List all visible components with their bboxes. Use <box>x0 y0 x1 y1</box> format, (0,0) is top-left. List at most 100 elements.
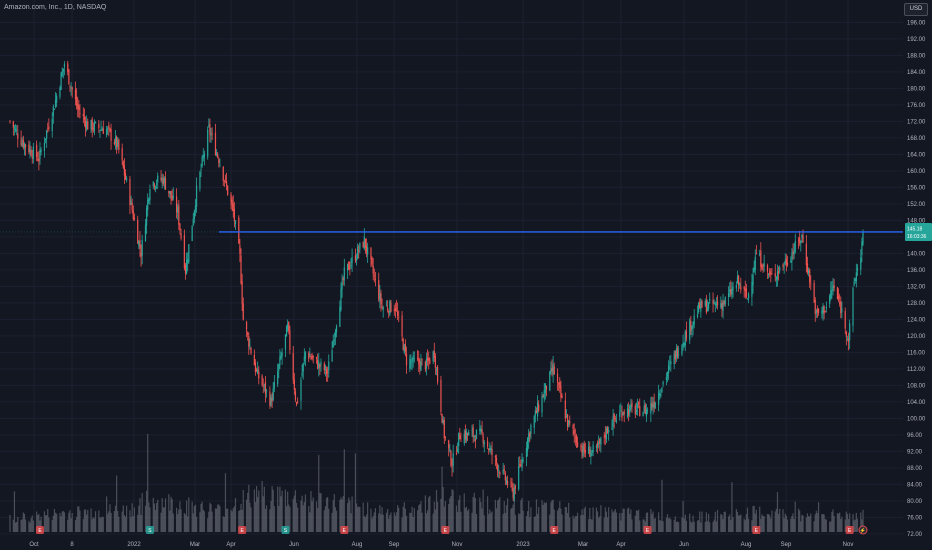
volume-bar <box>692 515 694 532</box>
volume-bar <box>701 511 703 532</box>
volume-bar <box>349 500 351 532</box>
candle <box>584 442 586 458</box>
candle <box>152 180 154 190</box>
candle-body <box>495 457 498 464</box>
candle <box>38 150 40 171</box>
y-tick-label: 128.00 <box>907 301 926 307</box>
volume-bar <box>240 503 242 532</box>
volume-bar <box>777 514 780 532</box>
candle-body <box>138 240 140 247</box>
candle-body <box>46 130 48 139</box>
candle-body <box>690 320 692 331</box>
candle <box>403 343 405 355</box>
volume-bar <box>284 489 287 532</box>
candle-body <box>233 208 235 221</box>
candle-body <box>295 402 298 405</box>
y-tick-label: 72.00 <box>907 532 923 538</box>
candle <box>574 428 576 446</box>
volume-bar <box>394 515 397 532</box>
volume-bar <box>233 506 235 532</box>
volume-bar <box>417 510 419 532</box>
candle <box>452 444 454 473</box>
y-tick-label: 180.00 <box>907 86 926 92</box>
currency-button[interactable]: USD <box>904 3 928 16</box>
candle-body <box>178 205 180 225</box>
candle <box>860 249 862 275</box>
price-axis[interactable]: 196.00192.00188.00184.00180.00176.00172.… <box>905 0 932 550</box>
volume-bar <box>471 512 473 532</box>
volume-bar <box>348 497 350 532</box>
volume-bar <box>185 500 188 532</box>
volume-bars <box>9 433 864 532</box>
candle-body <box>428 358 430 361</box>
volume-bar <box>78 506 80 532</box>
candle-body <box>249 345 251 347</box>
candle <box>278 363 280 379</box>
volume-bar <box>109 504 111 532</box>
event-marker-earnings[interactable]: E <box>35 526 44 534</box>
volume-bar <box>745 513 747 532</box>
candle <box>830 281 832 301</box>
candle-body <box>635 410 638 412</box>
candle-body <box>47 128 49 129</box>
volume-bar <box>324 506 327 532</box>
candle <box>714 301 716 313</box>
candle <box>810 275 812 291</box>
candle <box>590 446 592 465</box>
candle-body <box>21 143 23 145</box>
candle-body <box>106 129 108 136</box>
volume-bar <box>200 503 202 532</box>
candle <box>498 464 500 479</box>
volume-bar <box>535 499 538 532</box>
symbol-title[interactable]: Amazon.com, Inc., 1D, NASDAQ <box>4 4 107 11</box>
volume-bar <box>495 508 498 532</box>
candle-body <box>91 119 93 131</box>
candle-body <box>747 293 750 299</box>
event-marker-earnings[interactable]: E <box>340 526 349 534</box>
event-marker-earnings[interactable]: E <box>752 526 761 534</box>
volume-bar <box>533 516 535 532</box>
candle-body <box>628 409 630 416</box>
event-marker-earnings[interactable]: E <box>441 526 450 534</box>
candle <box>701 299 703 309</box>
volume-bar <box>596 511 599 532</box>
time-axis[interactable]: Oct 8 2022 Mar Apr Jun Aug Sep Nov 2023 Mar Apr Jun A… <box>29 542 853 548</box>
event-marker-marker[interactable]: ⚡ <box>858 525 868 535</box>
volume-bar <box>615 512 618 532</box>
volume-bar <box>700 522 702 532</box>
event-marker-split[interactable]: S <box>281 526 290 534</box>
volume-bar <box>825 519 827 532</box>
candle-body <box>258 371 260 379</box>
candle <box>708 301 710 312</box>
event-marker-earnings[interactable]: E <box>238 526 247 534</box>
candle <box>200 163 202 178</box>
candle <box>650 397 652 423</box>
candle <box>310 353 312 360</box>
volume-bar <box>682 500 684 532</box>
event-marker-earnings[interactable]: E <box>643 526 652 534</box>
volume-bar <box>612 512 614 532</box>
candle <box>288 321 290 335</box>
event-marker-earnings[interactable]: E <box>550 526 559 534</box>
event-marker-split[interactable]: S <box>145 526 154 534</box>
volume-bar <box>729 514 731 532</box>
candle <box>382 305 384 318</box>
volume-bar <box>840 518 842 532</box>
candle <box>596 440 599 454</box>
volume-bar <box>289 506 291 532</box>
candle <box>792 243 794 260</box>
candle-body <box>156 183 158 185</box>
volume-bar <box>397 505 399 532</box>
volume-bar <box>71 512 73 532</box>
candle-body <box>71 87 73 90</box>
candle <box>752 267 754 294</box>
candle <box>217 151 219 159</box>
candle-body <box>751 282 753 297</box>
event-markers[interactable]: E S E S E E E E E E ⚡ <box>35 525 868 535</box>
event-marker-earnings[interactable]: E <box>845 526 854 534</box>
volume-bar <box>816 513 819 532</box>
candle <box>837 288 840 303</box>
candle-body <box>245 321 248 330</box>
candle-body <box>209 123 211 135</box>
